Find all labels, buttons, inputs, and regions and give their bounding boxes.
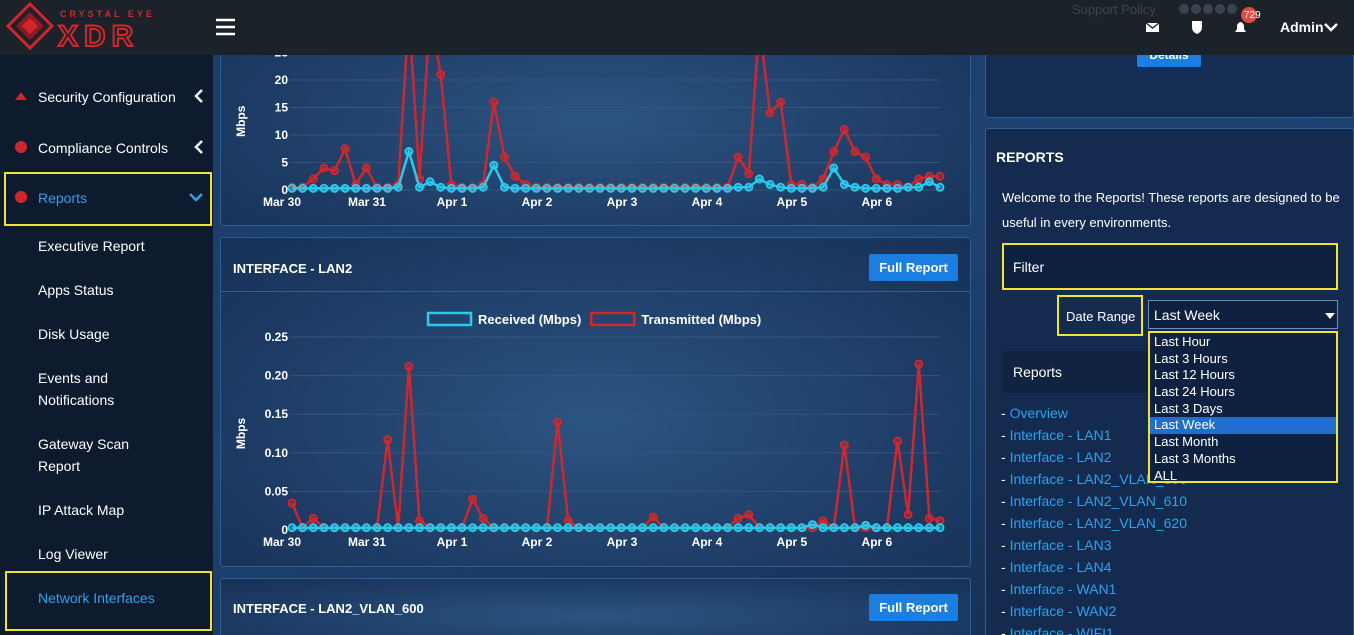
report-link[interactable]: Interface - LAN2_VLAN_610 [1009, 493, 1188, 509]
date-range-box: Date Range [1057, 295, 1143, 336]
brand: XDR [58, 20, 139, 53]
bullet: - [1001, 581, 1006, 597]
support-policy: Support Policy [1072, 2, 1156, 17]
sidebar-icons [15, 89, 203, 203]
report-link[interactable]: Interface - LAN1 [1009, 427, 1112, 443]
highlight-box [5, 571, 212, 631]
menu-item[interactable]: Reports [38, 190, 88, 206]
full-report-button[interactable]: Full Report [869, 254, 958, 281]
date-range-select[interactable]: Last Week [1148, 300, 1338, 329]
report-link[interactable]: Interface - WAN2 [1009, 603, 1117, 619]
header-graphics: CRYSTAL EYE XDR Support Policy 729 Admin [5, 1, 1338, 54]
mail-icon[interactable] [1145, 22, 1160, 32]
report-link-row: - Interface - LAN3 [1001, 537, 1112, 553]
submenu-item[interactable]: Events and Notifications [38, 370, 115, 408]
menu-item[interactable]: Security Configuration [38, 89, 176, 105]
panel-title: INTERFACE - LAN2_VLAN_600 [233, 601, 424, 616]
report-link[interactable]: Interface - LAN2_VLAN_620 [1009, 515, 1188, 531]
submenu-item[interactable]: Network Interfaces [38, 590, 155, 606]
date-range-option[interactable]: Last 3 Hours [1154, 350, 1228, 366]
bullet: - [1001, 603, 1006, 619]
report-link[interactable]: Interface - LAN4 [1009, 559, 1112, 575]
bullet: - [1001, 537, 1006, 553]
menu-toggle[interactable] [216, 18, 235, 36]
logo-mark [5, 1, 55, 51]
submenu-item[interactable]: Gateway Scan Report [38, 436, 130, 474]
divider [221, 291, 970, 292]
bullet: - [1001, 471, 1006, 487]
date-range-option[interactable]: Last Hour [1154, 334, 1211, 349]
date-range-option[interactable]: Last Week [1150, 417, 1336, 435]
report-link-row: - Interface - WIFI1 [1001, 625, 1114, 635]
submenu-item[interactable]: Log Viewer [38, 546, 108, 562]
reports-list-header: Reports [1002, 351, 1151, 393]
date-range-option[interactable]: Last 3 Days [1154, 400, 1223, 416]
report-link-row: - Interface - LAN2_VLAN_610 [1001, 493, 1187, 509]
report-link-row: - Interface - WAN2 [1001, 603, 1116, 619]
submenu-item[interactable]: Executive Report [38, 238, 145, 254]
date-range-option[interactable]: Last 12 Hours [1154, 367, 1235, 383]
chevron [189, 193, 203, 202]
report-link-row: - Interface - LAN1 [1001, 427, 1112, 443]
report-link[interactable]: Overview [1009, 405, 1068, 421]
brand-top: CRYSTAL EYE [60, 9, 155, 19]
badge-count: 729 [1244, 10, 1261, 21]
chevron [194, 89, 203, 103]
report-link[interactable]: Interface - LAN2 [1009, 449, 1112, 465]
submenu-item[interactable]: Disk Usage [38, 326, 110, 342]
report-link-row: - Interface - LAN4 [1001, 559, 1112, 575]
submenu-item[interactable]: IP Attack Map [38, 502, 125, 518]
caret [1325, 313, 1335, 319]
submenu-item[interactable]: Apps Status [38, 282, 114, 298]
policy-dots [1179, 4, 1237, 14]
bullet: - [1001, 559, 1006, 575]
bullet: - [1001, 449, 1006, 465]
report-link[interactable]: Interface - WIFI1 [1009, 625, 1114, 635]
chevron [194, 140, 203, 154]
report-link[interactable]: Interface - WAN1 [1009, 581, 1117, 597]
bullet: - [1001, 427, 1006, 443]
report-link-row: - Overview [1001, 405, 1068, 421]
report-link-row: - Interface - LAN2 [1001, 449, 1112, 465]
date-range-options: Last Hour Last 3 Hours Last 12 Hours Last 2… [1148, 331, 1338, 483]
shield-icon[interactable] [1192, 21, 1202, 34]
icon [15, 191, 27, 203]
report-link-row: - Interface - LAN2_VLAN_600 [1001, 471, 1187, 487]
reports-list-title: Reports [1013, 364, 1063, 380]
icon [15, 92, 27, 100]
sidebar: Security Configuration Compliance Contro… [0, 55, 213, 635]
filter-box: Filter [1002, 243, 1338, 290]
report-link-row: - Interface - LAN2_VLAN_620 [1001, 515, 1187, 531]
report-link[interactable]: Interface - LAN3 [1009, 537, 1112, 553]
user-menu[interactable]: Admin [1280, 19, 1324, 35]
caret-shape [1325, 313, 1335, 319]
chart-panel: INTERFACE - LAN2_VLAN_600 Full Report [220, 578, 971, 635]
filter-label: Filter [1013, 259, 1045, 275]
full-report-button[interactable]: Full Report [869, 594, 958, 621]
report-link[interactable]: Interface - LAN2_VLAN_600 [1009, 471, 1188, 487]
date-range-label: Date Range [1066, 309, 1136, 324]
select-value: Last Week [1154, 307, 1220, 323]
chevron [1324, 23, 1338, 32]
bell-icon[interactable] [1235, 22, 1246, 32]
bullet: - [1001, 493, 1006, 509]
chart-panel: INTERFACE - LAN2 Full Report [220, 237, 971, 567]
report-link-row: - Interface - WAN1 [1001, 581, 1116, 597]
bullet: - [1001, 405, 1006, 421]
badge [1241, 7, 1257, 23]
reports-title: REPORTS [996, 149, 1064, 165]
bullet: - [1001, 625, 1006, 635]
date-range-option[interactable]: Last 24 Hours [1154, 384, 1235, 400]
date-range-option[interactable]: ALL [1154, 467, 1178, 483]
date-range-option[interactable]: Last 3 Months [1154, 450, 1236, 466]
highlight-box [4, 172, 212, 226]
reports-intro: Welcome to the Reports! These reports ar… [1002, 190, 1340, 230]
date-range-option[interactable]: Last Month [1154, 434, 1219, 450]
menu-item[interactable]: Compliance Controls [38, 140, 168, 156]
icon [15, 141, 27, 153]
panel-title: INTERFACE - LAN2 [233, 261, 353, 276]
header: CRYSTAL EYE XDR Support Policy 729 Admin [0, 0, 1354, 55]
bullet: - [1001, 515, 1006, 531]
